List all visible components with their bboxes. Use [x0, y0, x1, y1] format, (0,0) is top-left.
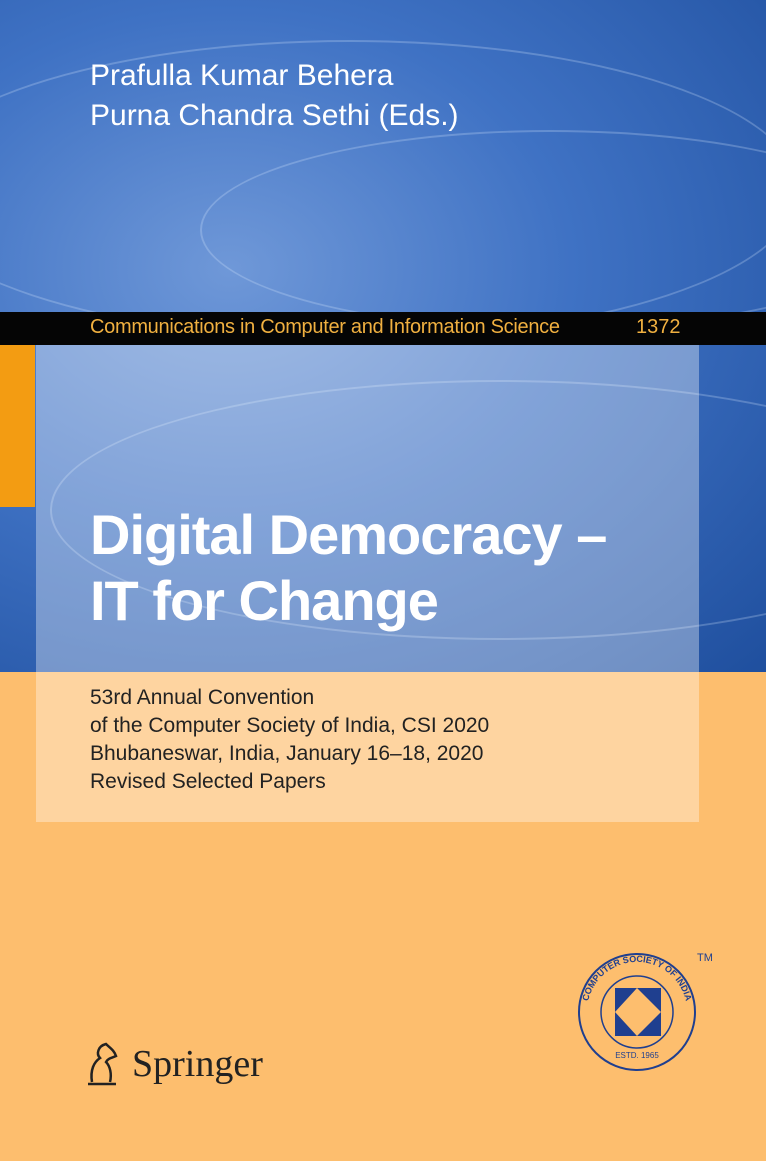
publisher-name: Springer	[132, 1043, 263, 1085]
title-line-2: IT for Change	[90, 569, 439, 632]
csi-tm: TM	[697, 952, 713, 964]
subtitle-line: Revised Selected Papers	[90, 770, 326, 793]
subtitle-line: Bhubaneswar, India, January 16–18, 2020	[90, 742, 484, 765]
editors: Prafulla Kumar Behera Purna Chandra Seth…	[90, 56, 459, 136]
series-band: Communications in Computer and Informati…	[0, 312, 766, 345]
series-volume: 1372	[636, 316, 681, 338]
csi-logo-text: COMPUTER SOCIETY OF INDIA	[580, 954, 694, 1003]
title-line-1: Digital Democracy –	[90, 503, 607, 566]
title-panel	[36, 345, 699, 822]
subtitle-line: of the Computer Society of India, CSI 20…	[90, 714, 490, 737]
editor-2: Purna Chandra Sethi (Eds.)	[90, 99, 459, 132]
springer-horse-icon	[88, 1042, 118, 1086]
book-title: Digital Democracy – IT for Change	[90, 502, 607, 634]
subtitle-line: 53rd Annual Convention	[90, 686, 315, 709]
editor-1: Prafulla Kumar Behera	[90, 59, 394, 92]
csi-logo: COMPUTER SOCIETY OF INDIA ESTD. 1965 TM	[578, 952, 713, 1071]
springer-logo: Springer	[80, 1040, 263, 1088]
series-name: Communications in Computer and Informati…	[90, 316, 560, 338]
subtitle: 53rd Annual Convention of the Computer S…	[90, 684, 489, 796]
csi-estd: ESTD. 1965	[615, 1051, 659, 1060]
orange-tab	[0, 345, 35, 507]
